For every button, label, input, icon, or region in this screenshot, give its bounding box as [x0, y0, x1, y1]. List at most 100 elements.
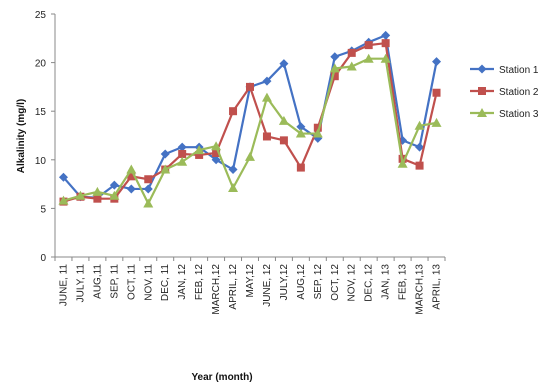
- data-point: [143, 184, 153, 194]
- data-point: [160, 149, 170, 159]
- data-point: [330, 72, 339, 81]
- legend-swatch-marker: [477, 64, 487, 74]
- data-point: [109, 180, 119, 190]
- x-tick-label: JAN, 12: [177, 264, 188, 300]
- data-point: [330, 52, 340, 62]
- data-point: [312, 128, 323, 138]
- series-layer: [58, 30, 442, 208]
- legend-item: Station 1: [470, 64, 539, 76]
- x-tick-label: FEB, 12: [194, 264, 205, 301]
- data-point: [177, 142, 187, 152]
- data-point: [211, 141, 222, 151]
- x-tick-label: JAN, 13: [381, 264, 392, 300]
- y-axis-ticks: 0 5 10 15 20 25: [35, 10, 55, 264]
- data-point: [381, 39, 390, 48]
- data-point: [58, 195, 69, 205]
- data-point: [160, 164, 171, 174]
- data-point: [93, 194, 102, 203]
- data-point: [109, 190, 120, 200]
- y-tick-label: 15: [35, 107, 47, 118]
- data-point: [228, 182, 239, 192]
- x-tick-label: JUNE, 12: [262, 264, 273, 307]
- data-point: [381, 30, 391, 40]
- data-point: [127, 172, 136, 181]
- data-point: [347, 48, 356, 57]
- legend-item: Station 2: [470, 87, 539, 98]
- series-station-2: [59, 39, 441, 206]
- data-point: [432, 88, 441, 97]
- y-tick-label: 25: [35, 10, 47, 21]
- x-tick-label: MARCH,12: [211, 264, 222, 315]
- data-point: [126, 164, 137, 174]
- data-point: [346, 61, 357, 71]
- data-point: [363, 53, 374, 63]
- x-tick-label: APRIL, 12: [228, 264, 239, 310]
- data-point: [397, 158, 408, 168]
- x-axis-title: Year (month): [191, 372, 252, 383]
- x-tick-label: SEP, 12: [313, 264, 324, 300]
- y-tick-label: 0: [40, 253, 46, 264]
- legend-label: Station 3: [499, 109, 539, 120]
- axes: [54, 14, 445, 258]
- data-point: [144, 175, 153, 184]
- x-tick-label: DEC, 11: [160, 264, 171, 301]
- series-station-1: [58, 30, 442, 203]
- x-tick-label: OCT, 12: [330, 264, 341, 301]
- legend-swatch-marker: [477, 108, 487, 117]
- x-tick-label: JUNE, 11: [58, 264, 69, 306]
- data-point: [262, 132, 271, 141]
- data-point: [245, 151, 255, 161]
- data-point: [126, 184, 136, 194]
- data-point: [414, 120, 425, 130]
- legend: Station 1 Station 2 Station 3: [470, 64, 539, 120]
- series-station-3: [58, 53, 442, 208]
- data-point: [432, 57, 442, 67]
- data-point: [415, 161, 424, 170]
- x-tick-label: SEP, 11: [109, 264, 120, 299]
- data-point: [194, 145, 205, 155]
- x-axis-ticks: JUNE, 11 JULY, 11 AUG,11 SEP, 11 OCT, 11 NOV,…: [54, 257, 446, 315]
- legend-item: Station 3: [470, 108, 539, 120]
- x-tick-label: FEB, 13: [398, 264, 409, 301]
- data-point: [178, 149, 187, 158]
- legend-label: Station 1: [499, 65, 539, 76]
- data-point: [261, 92, 272, 102]
- x-tick-label: MARCH,13: [415, 264, 426, 315]
- x-tick-label: NOV, 11: [143, 264, 154, 301]
- x-tick-label: OCT, 11: [126, 264, 137, 300]
- x-tick-label: DEC, 12: [364, 264, 375, 302]
- data-point: [279, 136, 288, 145]
- data-point: [212, 148, 221, 157]
- data-point: [143, 198, 154, 208]
- y-tick-label: 10: [35, 156, 47, 167]
- legend-swatch-marker: [478, 87, 486, 95]
- x-tick-label: JULY, 11: [75, 264, 86, 303]
- data-point: [279, 59, 289, 69]
- x-tick-label: AUG,11: [92, 264, 103, 299]
- data-point: [313, 123, 322, 132]
- data-point: [177, 156, 188, 166]
- data-point: [431, 117, 442, 127]
- data-point: [195, 150, 204, 159]
- data-point: [211, 155, 221, 165]
- data-point: [296, 163, 305, 172]
- series-line: [63, 57, 437, 205]
- y-tick-label: 20: [35, 59, 47, 70]
- x-tick-label: AUG,12: [296, 264, 307, 300]
- data-point: [415, 142, 425, 152]
- y-tick-label: 5: [40, 204, 46, 215]
- data-point: [58, 172, 68, 182]
- x-tick-label: JULY,12: [279, 264, 290, 301]
- x-tick-label: APRIL, 13: [432, 264, 443, 310]
- data-point: [92, 186, 103, 196]
- data-point: [364, 41, 373, 50]
- data-point: [246, 82, 254, 91]
- data-point: [380, 53, 391, 63]
- y-axis-title: Alkalinity (mg/l): [16, 99, 27, 173]
- legend-label: Station 2: [499, 87, 539, 98]
- x-tick-label: NOV, 12: [347, 264, 358, 302]
- data-point: [75, 190, 86, 200]
- data-point: [296, 122, 306, 132]
- data-point: [329, 63, 340, 73]
